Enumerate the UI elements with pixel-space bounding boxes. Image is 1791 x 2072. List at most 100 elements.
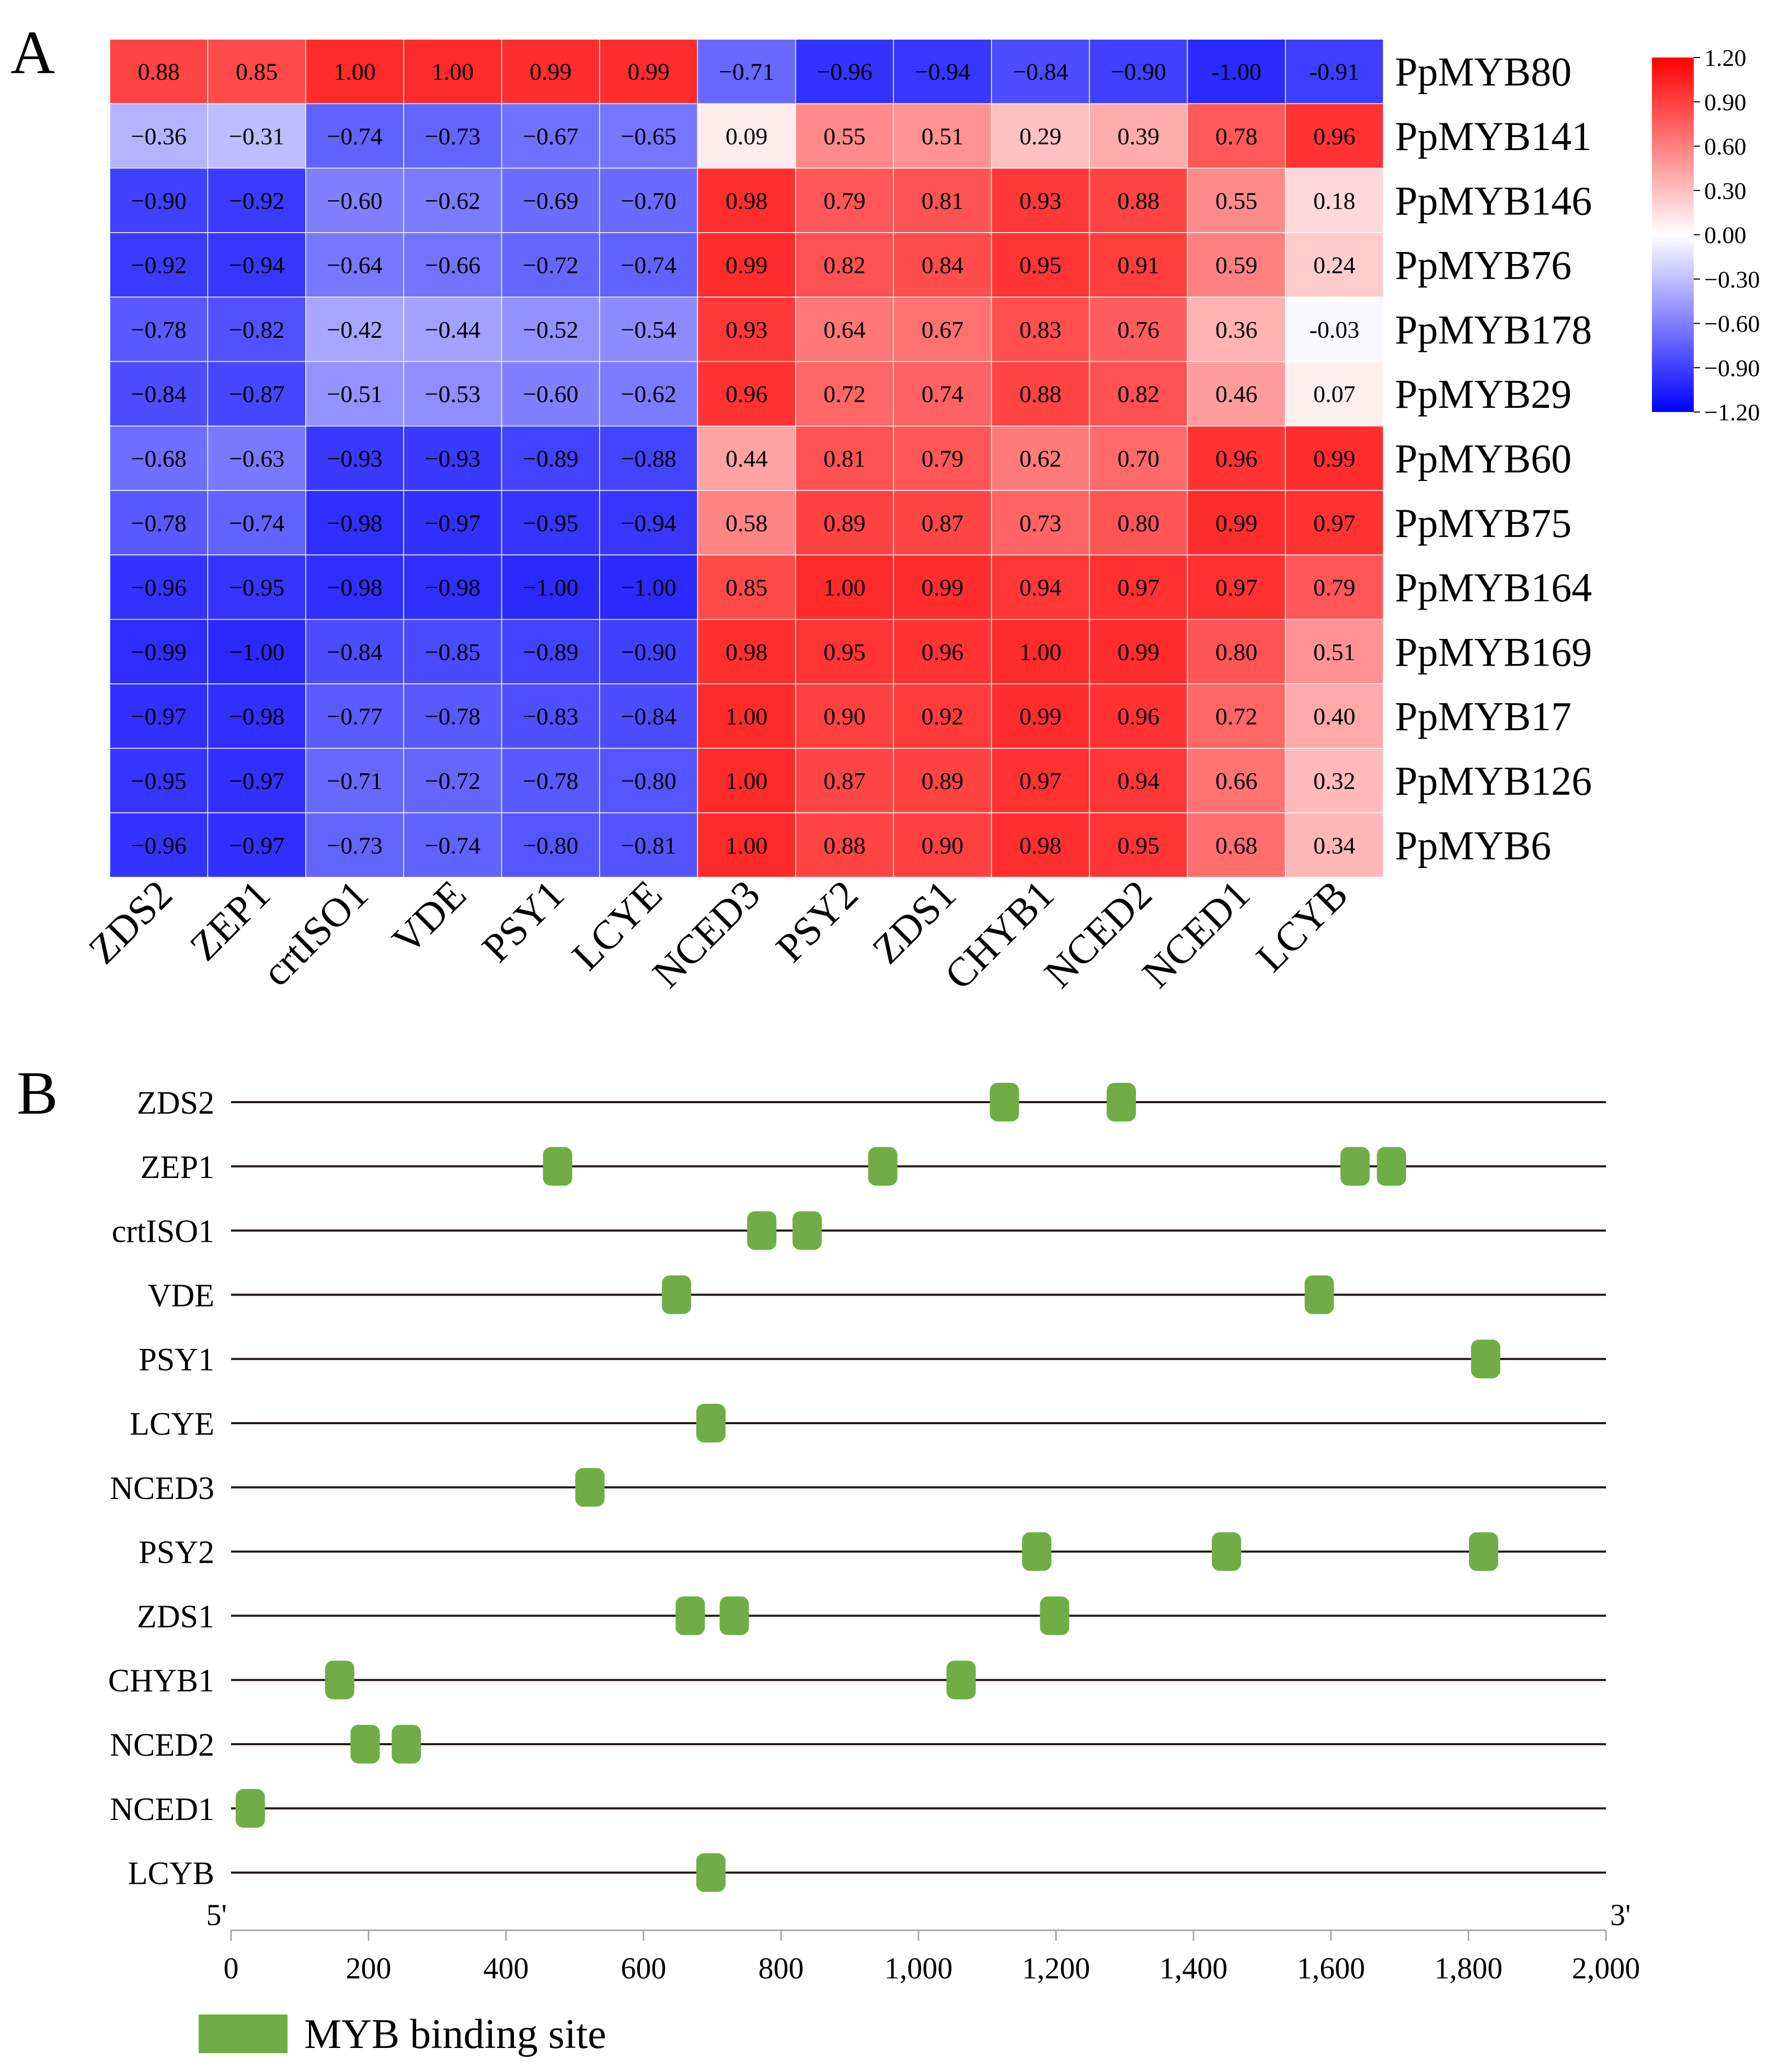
gene-label: NCED2 (110, 1727, 214, 1763)
heatmap-cell (109, 296, 209, 362)
heatmap-cell-value: 0.87 (922, 510, 964, 536)
heatmap-cell-value: −0.77 (327, 703, 382, 730)
heatmap-cell (991, 39, 1090, 105)
heatmap-cell (501, 426, 600, 491)
heatmap-cell (1089, 554, 1188, 620)
heatmap-cell-value: −0.84 (621, 703, 676, 730)
heatmap-cell-value: 0.39 (1117, 123, 1159, 150)
row-label: PpMYB169 (1395, 629, 1592, 674)
heatmap-cell (795, 619, 894, 684)
heatmap-cell (991, 103, 1090, 169)
heatmap-cell-value: 0.44 (726, 445, 768, 472)
heatmap-cell (207, 748, 306, 814)
heatmap-cell (207, 361, 306, 427)
heatmap-cell (1089, 167, 1188, 233)
binding-site-marker (868, 1147, 898, 1186)
heatmap-cell (1089, 426, 1188, 491)
heatmap-cell-value: −0.84 (327, 638, 382, 665)
heatmap-cell (109, 103, 209, 169)
heatmap-cell (501, 296, 600, 362)
heatmap-cell-value: 0.59 (1215, 252, 1258, 279)
heatmap-cell (403, 103, 502, 169)
heatmap-cell-value: 0.82 (823, 252, 866, 279)
heatmap-cell (991, 361, 1090, 427)
heatmap-cell-value: 0.79 (922, 445, 964, 472)
heatmap-cell-value: −0.98 (229, 703, 284, 730)
heatmap-cell-value: −0.72 (425, 768, 480, 794)
colorbar-tick-label: 1.20 (1704, 44, 1747, 71)
heatmap-cell-value: −0.97 (229, 768, 284, 794)
binding-site-marker (696, 1404, 726, 1443)
heatmap-cell (305, 619, 404, 684)
heatmap-cell-value: −0.80 (523, 832, 578, 858)
heatmap-cell-value: 0.88 (137, 59, 180, 85)
heatmap-cell (599, 812, 698, 878)
x-tick-label: 1,200 (1022, 1951, 1090, 1985)
heatmap-cell (991, 619, 1090, 684)
heatmap-cell (795, 490, 894, 556)
heatmap-cell (991, 426, 1090, 491)
heatmap-cell (893, 103, 992, 169)
heatmap-cell (1187, 103, 1286, 169)
heatmap-cell-value: −0.89 (523, 638, 578, 665)
panel-a-letter: A (10, 18, 55, 87)
heatmap-cell-value: −0.89 (523, 445, 578, 472)
heatmap-cell-value: −0.36 (131, 123, 186, 150)
gene-label: ZDS2 (137, 1085, 214, 1121)
heatmap-cell (991, 167, 1090, 233)
heatmap-cell (893, 167, 992, 233)
heatmap-cell-value: −0.66 (425, 252, 480, 279)
heatmap-cell-value: −0.98 (327, 510, 382, 536)
heatmap-cell (1285, 748, 1384, 814)
heatmap-cell (697, 748, 796, 814)
heatmap-cell-value: 0.58 (726, 510, 768, 536)
heatmap-cell-value: −0.96 (131, 574, 186, 601)
heatmap-cell-value: −0.74 (229, 510, 284, 536)
heatmap-cell-value: 0.62 (1019, 445, 1062, 472)
column-label: NCED3 (644, 871, 768, 996)
heatmap-cell-value: 0.88 (1117, 187, 1159, 214)
heatmap-cell-value: −0.84 (1013, 59, 1068, 85)
heatmap-cell (501, 683, 600, 749)
heatmap-cell-value: 0.73 (1019, 510, 1062, 536)
heatmap-cell (1089, 812, 1188, 878)
heatmap-cell (599, 232, 698, 297)
heatmap-cell-value: 0.79 (1313, 574, 1356, 601)
column-label: PSY2 (767, 871, 866, 970)
heatmap-cell (109, 619, 209, 684)
colorbar: 1.20 0.90 0.60 0.30 0.00 −0.30 −0.60 −0.90 −1.20 (1652, 44, 1760, 426)
heatmap-cell (207, 619, 306, 684)
heatmap-cell (109, 490, 209, 556)
binding-site-marker (1040, 1596, 1070, 1635)
heatmap-cell-value: −0.94 (229, 252, 284, 279)
heatmap-cell-value: −0.78 (131, 316, 186, 343)
heatmap-cell (207, 296, 306, 362)
heatmap-cell (893, 490, 992, 556)
heatmap-cell (501, 619, 600, 684)
heatmap-cell-value: 0.51 (922, 123, 964, 150)
heatmap-cell-value: −0.92 (229, 187, 284, 214)
heatmap-cell (1187, 361, 1286, 427)
heatmap-cell (1285, 167, 1384, 233)
colorbar-gradient (1652, 58, 1694, 412)
heatmap-cell-value: 0.99 (1019, 703, 1062, 730)
heatmap-cell-value: 0.83 (1019, 316, 1062, 343)
heatmap-cell-value: −0.90 (131, 187, 186, 214)
heatmap-cell-value: 0.18 (1313, 187, 1356, 214)
heatmap-cell (697, 619, 796, 684)
gene-label: PSY2 (139, 1535, 214, 1571)
heatmap-cell (599, 490, 698, 556)
heatmap-cell-value: -0.03 (1310, 316, 1360, 343)
heatmap-cell-value: 0.80 (1117, 510, 1159, 536)
heatmap-cell-value: -0.91 (1310, 59, 1360, 85)
heatmap-cell-value: 0.95 (823, 638, 866, 665)
colorbar-tick-label: −0.30 (1704, 266, 1760, 293)
heatmap-cell (109, 167, 209, 233)
heatmap-cell (1089, 232, 1188, 297)
heatmap-cell-value: −0.52 (523, 316, 578, 343)
heatmap-cell (1089, 748, 1188, 814)
heatmap-cell (109, 426, 209, 491)
heatmap-cell-value: −0.95 (523, 510, 578, 536)
row-label: PpMYB17 (1395, 694, 1571, 739)
heatmap-cell-value: 0.94 (1019, 574, 1062, 601)
